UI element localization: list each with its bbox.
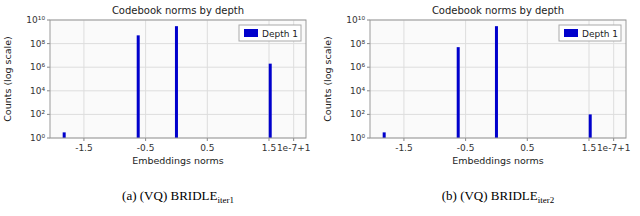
caption-subscript: iter1 (217, 195, 234, 205)
bar (269, 64, 272, 138)
grid (50, 20, 306, 138)
x-grid-line (403, 20, 404, 138)
bar (457, 47, 460, 138)
x-axis-label: Embeddings norms (132, 155, 224, 166)
legend-label: Depth 1 (262, 29, 298, 39)
y-tick-label: 10¹⁰ (26, 15, 45, 25)
y-tick-label: 10⁰ (350, 133, 365, 143)
x-grid-line (83, 20, 84, 138)
title: Codebook norms by depth (432, 5, 564, 16)
bar (175, 26, 178, 138)
y-grid-line (370, 43, 626, 44)
bar (137, 35, 140, 138)
chart-svg: -1.5-0.50.51.51e-7+110⁰10²10⁴10⁶10⁸10¹⁰C… (0, 0, 640, 216)
y-grid-line (50, 114, 306, 115)
x-tick-label: 1e-7+1 (277, 143, 311, 153)
x-grid-line (145, 20, 146, 138)
legend-swatch (244, 29, 258, 37)
plot-background (370, 20, 626, 138)
panel: -1.5 -0.5 0.5 1.51e-7+1 10⁰ 10² 10⁴ 10⁶ 10⁸ 10¹⁰ C… (322, 5, 630, 205)
x-tick-label: -0.5 (457, 143, 475, 153)
x-tick-label: 0.5 (200, 143, 214, 153)
y-tick-label: 10⁸ (350, 39, 365, 49)
x-axis-label: Embeddings norms (452, 155, 544, 166)
y-grid-line (50, 90, 306, 91)
y-axis-label: Counts (log scale) (322, 36, 333, 122)
x-tick-label: 1.5 (262, 143, 276, 153)
x-tick-label: -1.5 (75, 143, 93, 153)
x-grid-line (465, 20, 466, 138)
legend-box (559, 25, 621, 41)
x-grid-line (527, 20, 528, 138)
x-tick-label: 1e-7+1 (597, 143, 631, 153)
x-tick-label: 1.5 (582, 143, 596, 153)
caption: (a) (VQ) BRIDLEiter1 (122, 188, 234, 205)
bars (63, 26, 272, 138)
caption-text: (b) (VQ) BRIDLE (442, 188, 538, 203)
caption-text: (a) (VQ) BRIDLE (122, 188, 217, 203)
bar (63, 132, 66, 138)
grid (370, 20, 626, 138)
y-grid-line (370, 67, 626, 68)
plot-frame (370, 20, 626, 138)
y-tick-label: 10⁴ (30, 86, 45, 96)
y-tick-label: 10⁶ (350, 62, 365, 72)
title: Codebook norms by depth (112, 5, 244, 16)
legend: Depth 1 (559, 25, 621, 41)
y-tick-label: 10² (30, 109, 45, 119)
y-grid-line (370, 114, 626, 115)
bar (383, 132, 386, 138)
bars (383, 26, 592, 138)
page: {"chart_data": [ {"type": "bar", "title"… (0, 0, 640, 216)
y-tick-label: 10⁶ (30, 62, 45, 72)
legend-label: Depth 1 (582, 29, 618, 39)
y-tick-label: 10⁴ (350, 86, 365, 96)
panel: -1.5 -0.5 0.5 1.51e-7+1 10⁰ 10² 10⁴ 10⁶ 10⁸ 10¹⁰ C… (2, 5, 310, 205)
y-tick-label: 10¹⁰ (346, 15, 365, 25)
y-axis-label: Counts (log scale) (2, 36, 13, 122)
y-grid-line (50, 43, 306, 44)
caption-subscript: iter2 (538, 195, 555, 205)
x-tick-label: -0.5 (137, 143, 155, 153)
legend: Depth 1 (239, 25, 301, 41)
y-grid-line (50, 67, 306, 68)
y-tick-label: 10² (350, 109, 365, 119)
caption: (b) (VQ) BRIDLEiter2 (442, 188, 555, 205)
legend-box (239, 25, 301, 41)
plot-frame (50, 20, 306, 138)
bar (495, 26, 498, 138)
x-tick-label: -1.5 (395, 143, 413, 153)
x-tick-label: 0.5 (520, 143, 534, 153)
y-tick-label: 10⁰ (30, 133, 45, 143)
bar (589, 114, 592, 138)
y-tick-label: 10⁸ (30, 39, 45, 49)
plot-background (50, 20, 306, 138)
x-grid-line (207, 20, 208, 138)
legend-swatch (564, 29, 578, 37)
y-grid-line (370, 90, 626, 91)
